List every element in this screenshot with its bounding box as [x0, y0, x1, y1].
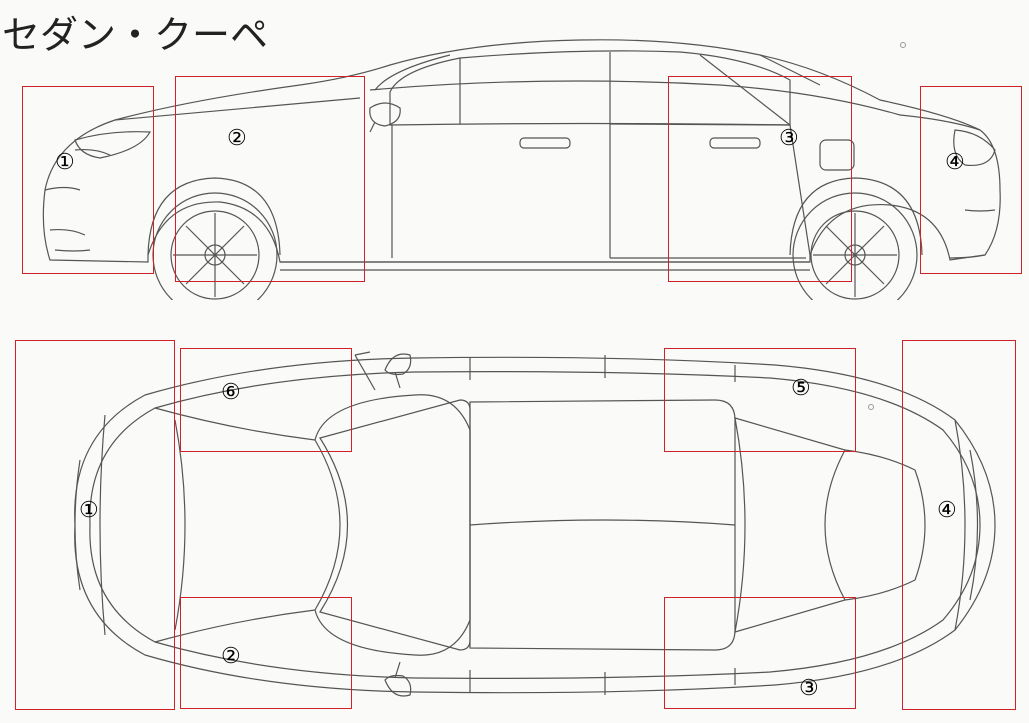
zone-top-5-label: ⑤: [791, 377, 811, 399]
zone-top-3: [664, 597, 856, 709]
zone-side-2: [175, 76, 365, 282]
zone-side-2-label: ②: [227, 127, 247, 149]
zone-top-6-label: ⑥: [221, 381, 241, 403]
zone-top-2: [180, 597, 352, 709]
zone-side-4: [920, 86, 1022, 274]
zone-top-1: [15, 340, 175, 710]
zone-side-1-label: ①: [55, 151, 75, 173]
zone-side-3-label: ③: [779, 127, 799, 149]
zone-side-1: [22, 86, 154, 274]
zone-top-1-label: ①: [79, 499, 99, 521]
zone-side-4-label: ④: [945, 151, 965, 173]
stray-dot-1: [900, 42, 906, 48]
car-side-view: [20, 30, 1010, 300]
zone-top-6: [180, 348, 352, 452]
zone-top-3-label: ③: [799, 677, 819, 699]
zone-top-4-label: ④: [937, 499, 957, 521]
zone-top-5: [664, 348, 856, 452]
zone-top-4: [902, 340, 1016, 710]
stray-dot-2: [868, 404, 874, 410]
zone-top-2-label: ②: [221, 645, 241, 667]
zone-side-3: [668, 76, 852, 282]
